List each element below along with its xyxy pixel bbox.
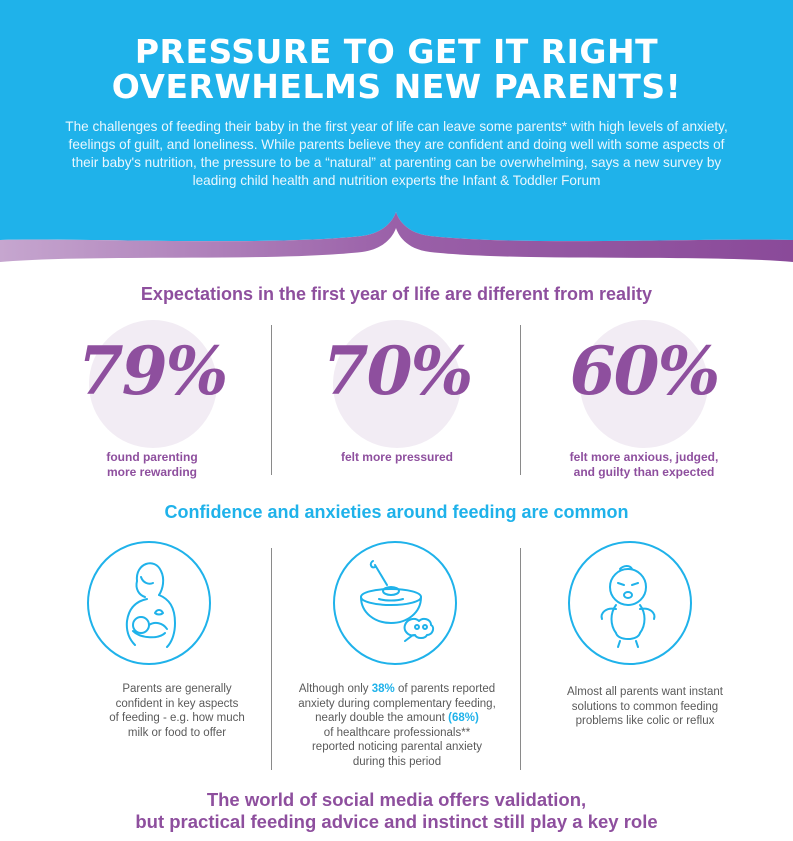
highlight-percent: (68%): [448, 712, 479, 724]
intro-paragraph: The challenges of feeding their baby in …: [65, 119, 728, 188]
note-anxiety: Although only 38% of parents reported an…: [281, 682, 513, 769]
stat-label-line: found parenting: [106, 450, 198, 464]
column-divider: [271, 548, 272, 770]
note-line: milk or food to offer: [127, 726, 227, 739]
column-divider: [271, 325, 272, 475]
stat-circle-background: [580, 320, 708, 448]
title-line-2: OVERWHELMS NEW PARENTS!: [111, 67, 682, 106]
social-heading-line: The world of social media offers validat…: [206, 789, 587, 810]
social-media-heading: The world of social media offers validat…: [0, 789, 793, 833]
title-line-1: PRESSURE TO GET IT RIGHT: [134, 32, 659, 71]
note-text: Although only: [298, 683, 372, 695]
stat-label-line: felt more pressured: [340, 450, 454, 464]
note-line: Although only 38% of parents reported: [281, 682, 513, 697]
note-line: solutions to common feeding: [571, 700, 719, 713]
note-line: Parents are generally: [122, 683, 232, 695]
note-line: of healthcare professionals**: [323, 726, 471, 739]
confidence-heading: Confidence and anxieties around feeding …: [164, 502, 629, 522]
note-line: reported noticing parental anxiety: [311, 741, 483, 753]
stat-value-pressured: 70%: [322, 332, 474, 410]
page-title: PRESSURE TO GET IT RIGHT OVERWHELMS NEW …: [0, 34, 793, 104]
note-line: during this period: [352, 755, 442, 768]
note-line: confident in key aspects: [115, 697, 239, 710]
column-divider: [520, 548, 521, 770]
note-line: problems like colic or reflux: [575, 715, 715, 727]
highlight-percent: 38%: [371, 683, 395, 695]
stat-circle-background: [89, 320, 217, 448]
note-text: of parents reported: [394, 683, 496, 695]
note-text: nearly double the amount: [315, 712, 449, 724]
stat-circle-background: [333, 320, 461, 448]
expectations-heading: Expectations in the first year of life a…: [140, 284, 653, 304]
note-line: of feeding - e.g. how much: [109, 712, 245, 724]
bowl-and-spoon-icon: [333, 541, 457, 665]
crying-baby-icon: [568, 541, 692, 665]
stat-label-line: and guilty than expected: [573, 465, 715, 479]
stat-label-rewarding: found parenting more rewarding: [52, 450, 252, 480]
header-banner: PRESSURE TO GET IT RIGHT OVERWHELMS NEW …: [0, 0, 793, 262]
note-line: nearly double the amount (68%): [281, 711, 513, 726]
breastfeeding-mother-icon: [87, 541, 211, 665]
stat-label-anxious: felt more anxious, judged, and guilty th…: [544, 450, 744, 480]
stat-value-anxious: 60%: [569, 332, 721, 410]
stat-label-line: felt more anxious, judged,: [569, 450, 719, 464]
wave-divider: [0, 212, 793, 262]
stat-label-line: more rewarding: [106, 465, 198, 479]
note-confidence: Parents are generally confident in key a…: [62, 682, 292, 740]
social-heading-line: but practical feeding advice and instinc…: [135, 811, 658, 832]
stat-value-rewarding: 79%: [77, 332, 229, 410]
stat-label-pressured: felt more pressured: [297, 450, 497, 465]
header-background: [0, 0, 793, 262]
note-line: Almost all parents want instant: [567, 686, 723, 698]
note-instant-solutions: Almost all parents want instant solution…: [530, 685, 760, 729]
column-divider: [520, 325, 521, 475]
note-line: anxiety during complementary feeding,: [298, 697, 496, 710]
